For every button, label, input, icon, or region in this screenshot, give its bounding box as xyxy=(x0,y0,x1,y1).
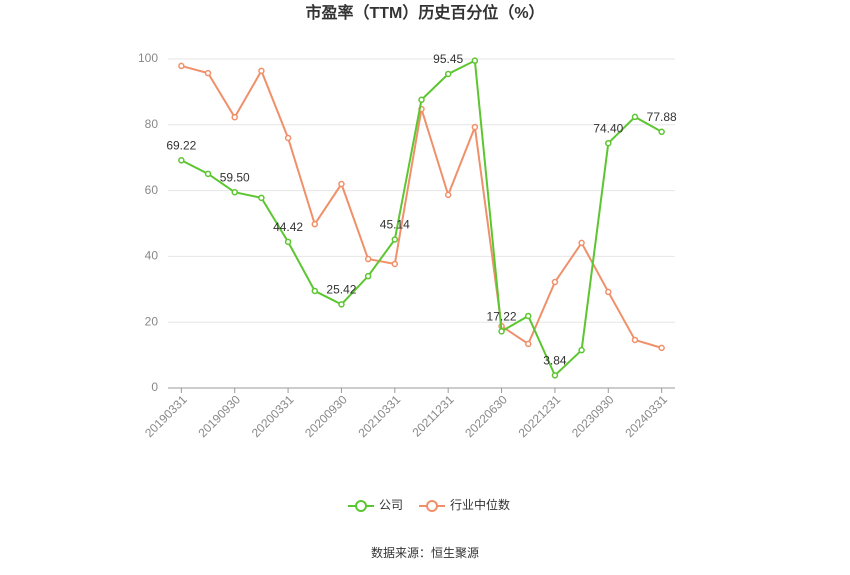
data-label: 59.50 xyxy=(220,170,250,184)
data-point xyxy=(578,346,585,354)
data-point xyxy=(258,194,265,202)
data-point xyxy=(658,344,665,352)
x-tick-label: 20211231 xyxy=(410,392,457,439)
data-point xyxy=(311,220,319,228)
y-tick-label: 80 xyxy=(145,117,159,131)
data-label: 77.88 xyxy=(647,110,677,124)
data-point xyxy=(471,57,479,64)
data-point xyxy=(258,67,265,75)
x-tick-label: 20220630 xyxy=(462,392,510,440)
data-point xyxy=(658,128,665,136)
data-point xyxy=(231,113,238,121)
data-point xyxy=(338,301,345,308)
data-point xyxy=(204,170,212,178)
data-point xyxy=(391,236,399,243)
data-point xyxy=(178,157,185,164)
x-tick-label: 20190331 xyxy=(142,392,190,440)
data-point xyxy=(311,287,319,295)
x-tick-label: 20221231 xyxy=(516,392,564,440)
data-point xyxy=(471,123,479,131)
y-tick-label: 60 xyxy=(145,183,159,197)
x-tick-label: 20230930 xyxy=(569,392,617,440)
source: 数据来源：恒生聚源 xyxy=(371,545,479,560)
data-point xyxy=(364,272,372,280)
data-point xyxy=(524,312,532,320)
data-point xyxy=(605,139,612,147)
data-label: 17.22 xyxy=(487,310,517,324)
chart-title: 市盈率（TTM）历史百分位（%） xyxy=(305,3,544,22)
data-point xyxy=(498,328,505,335)
data-point xyxy=(418,96,425,104)
data-point xyxy=(605,288,612,296)
y-tick-label: 20 xyxy=(145,314,159,328)
data-point xyxy=(364,255,372,263)
data-point xyxy=(578,239,585,247)
y-tick-label: 0 xyxy=(151,380,158,394)
data-point xyxy=(631,336,639,344)
y-tick-label: 100 xyxy=(138,51,158,65)
x-tick-label: 20210331 xyxy=(356,392,404,440)
x-tick-label: 20200930 xyxy=(302,392,350,440)
data-label: 44.42 xyxy=(273,220,303,234)
data-label: 3.84 xyxy=(543,354,567,368)
data-point xyxy=(551,372,559,379)
data-label: 25.42 xyxy=(326,283,356,297)
data-point xyxy=(444,191,452,199)
legend-label: 行业中位数 xyxy=(450,497,510,512)
legend-label: 公司 xyxy=(379,498,403,512)
x-tick-label: 20200331 xyxy=(249,392,297,440)
data-point xyxy=(338,180,345,188)
data-label: 69.22 xyxy=(166,138,196,152)
data-point xyxy=(631,113,639,121)
data-point xyxy=(391,260,399,268)
x-tick-label: 20240331 xyxy=(622,392,670,440)
data-label: 95.45 xyxy=(433,52,463,66)
data-point xyxy=(204,69,212,77)
data-point xyxy=(444,70,452,78)
data-point xyxy=(524,340,532,348)
data-point xyxy=(284,134,292,142)
x-tick-label: 20190930 xyxy=(195,392,243,440)
data-label: 45.14 xyxy=(380,218,410,232)
legend-marker xyxy=(355,500,367,512)
legend-marker xyxy=(426,500,439,512)
y-tick-label: 40 xyxy=(145,249,159,263)
data-point xyxy=(284,238,292,246)
data-point xyxy=(231,188,238,196)
data-point xyxy=(178,62,185,70)
data-label: 74.40 xyxy=(593,121,623,135)
data-point xyxy=(551,278,559,286)
